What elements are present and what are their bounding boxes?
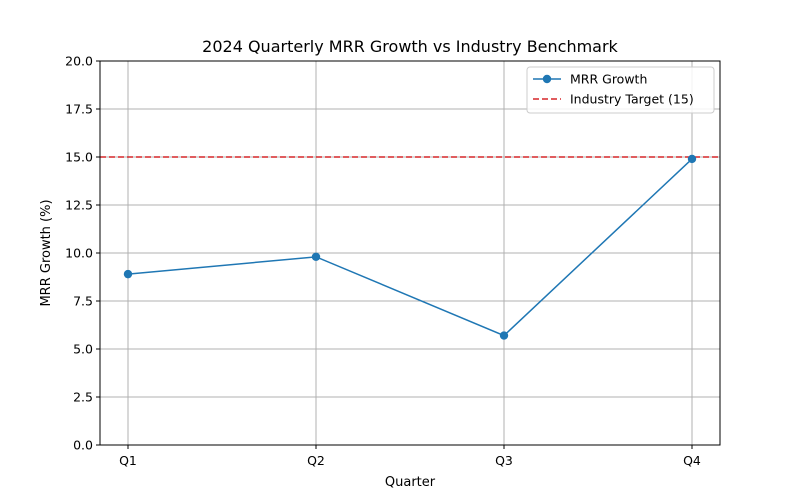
data-point bbox=[311, 252, 321, 262]
x-tick-label: Q4 bbox=[683, 453, 701, 468]
y-tick-label: 20.0 bbox=[65, 54, 93, 69]
y-axis: 0.0 2.5 5.0 7.5 10.0 12.5 15.0 17.5 20.0 bbox=[65, 54, 100, 453]
x-tick-label: Q3 bbox=[495, 453, 513, 468]
y-tick-label: 5.0 bbox=[73, 342, 93, 357]
grid bbox=[100, 60, 720, 446]
y-axis-label: MRR Growth (%) bbox=[39, 199, 54, 306]
data-point bbox=[687, 154, 697, 164]
data-point bbox=[499, 331, 509, 340]
x-axis-label: Quarter bbox=[385, 475, 436, 490]
x-tick-label: Q1 bbox=[119, 453, 137, 468]
legend-box bbox=[526, 66, 715, 114]
legend-swatch-marker bbox=[542, 74, 552, 84]
series-layer bbox=[123, 154, 697, 340]
y-tick-label: 0.0 bbox=[73, 438, 93, 453]
legend-label: Industry Target (15) bbox=[570, 92, 694, 107]
legend: MRR Growth Industry Target (15) bbox=[526, 66, 715, 114]
data-point bbox=[123, 269, 133, 279]
legend-label: MRR Growth bbox=[570, 72, 647, 87]
y-tick-label: 7.5 bbox=[73, 294, 93, 309]
y-tick-label: 10.0 bbox=[65, 246, 93, 261]
y-tick-label: 2.5 bbox=[73, 390, 93, 405]
x-axis: Q1 Q2 Q3 Q4 bbox=[119, 445, 701, 468]
y-tick-label: 15.0 bbox=[65, 150, 93, 165]
y-tick-label: 12.5 bbox=[65, 198, 93, 213]
x-tick-label: Q2 bbox=[307, 453, 325, 468]
chart-title: 2024 Quarterly MRR Growth vs Industry Be… bbox=[202, 37, 618, 56]
series-line bbox=[127, 158, 693, 337]
y-tick-label: 17.5 bbox=[65, 102, 93, 117]
